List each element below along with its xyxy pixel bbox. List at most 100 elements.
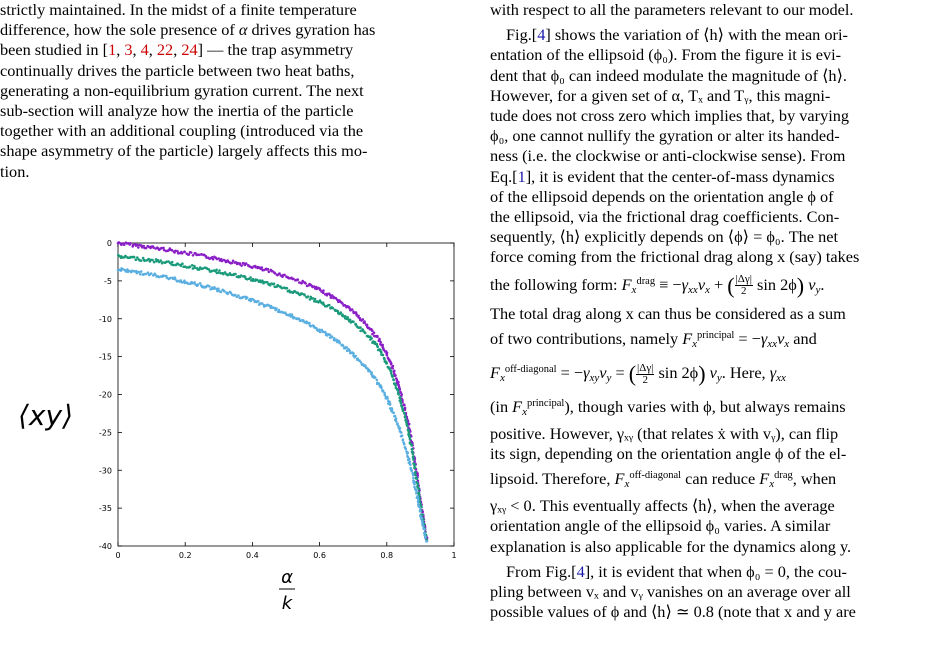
citation-link[interactable]: 4 bbox=[140, 40, 149, 60]
data-point bbox=[402, 442, 406, 446]
citation-link[interactable]: 1 bbox=[108, 40, 117, 60]
data-point bbox=[300, 281, 303, 285]
data-point bbox=[272, 282, 276, 286]
data-point bbox=[413, 480, 416, 484]
data-point bbox=[132, 255, 136, 259]
data-point bbox=[283, 273, 286, 277]
data-point bbox=[329, 293, 332, 297]
data-point bbox=[413, 462, 416, 466]
data-point bbox=[406, 451, 410, 455]
data-point bbox=[287, 276, 291, 280]
y-tick-label: 0 bbox=[107, 239, 112, 248]
data-point bbox=[215, 268, 218, 272]
data-point bbox=[396, 422, 399, 425]
data-point bbox=[197, 253, 201, 257]
left-line: shape asymmetry of the particle) largely… bbox=[0, 141, 368, 161]
data-point bbox=[422, 525, 425, 528]
x-tick-label: 1 bbox=[451, 551, 456, 560]
data-point bbox=[370, 371, 374, 374]
data-point bbox=[297, 317, 301, 321]
data-point bbox=[170, 260, 174, 264]
citation-link[interactable]: 22 bbox=[156, 40, 174, 60]
data-point bbox=[394, 384, 398, 387]
citation-link[interactable]: 3 bbox=[124, 40, 133, 60]
data-point bbox=[249, 299, 253, 303]
data-point bbox=[129, 242, 132, 245]
data-point bbox=[380, 350, 383, 354]
data-point bbox=[181, 262, 184, 265]
data-point bbox=[292, 277, 295, 281]
data-point bbox=[313, 297, 317, 301]
data-point bbox=[180, 252, 184, 255]
data-point bbox=[368, 370, 372, 373]
data-point bbox=[139, 270, 143, 273]
data-point bbox=[176, 250, 179, 253]
data-point bbox=[401, 407, 404, 410]
x-tick-label: 0.6 bbox=[313, 551, 326, 560]
data-point bbox=[367, 335, 370, 339]
figure-link[interactable]: 4 bbox=[537, 25, 546, 45]
left-line: together with an additional coupling (in… bbox=[0, 121, 364, 141]
data-point bbox=[383, 358, 386, 361]
data-point bbox=[119, 269, 123, 272]
data-point bbox=[416, 482, 420, 485]
data-point bbox=[350, 308, 354, 311]
data-point bbox=[398, 395, 402, 399]
data-point bbox=[189, 251, 193, 254]
data-point bbox=[342, 314, 345, 318]
data-point bbox=[168, 276, 172, 280]
data-point bbox=[162, 246, 165, 250]
data-point bbox=[224, 260, 228, 264]
y-tick-label: -5 bbox=[104, 277, 112, 286]
data-point bbox=[282, 311, 285, 315]
data-point bbox=[234, 293, 237, 297]
data-point bbox=[399, 431, 403, 434]
data-point bbox=[328, 333, 332, 337]
data-point bbox=[415, 489, 418, 492]
data-point bbox=[198, 282, 202, 285]
right-line: Fig.[4] shows the variation of ⟨h⟩ with … bbox=[506, 25, 848, 45]
data-point bbox=[403, 408, 407, 412]
data-point bbox=[208, 285, 211, 288]
data-point bbox=[183, 279, 186, 282]
data-point bbox=[346, 316, 350, 319]
data-point bbox=[162, 274, 166, 278]
data-point bbox=[266, 267, 270, 271]
data-point bbox=[191, 267, 195, 270]
data-point bbox=[361, 318, 365, 321]
data-point bbox=[290, 313, 294, 316]
data-point bbox=[416, 496, 420, 500]
data-point bbox=[411, 448, 414, 451]
data-point bbox=[391, 364, 395, 368]
data-point bbox=[421, 521, 424, 525]
data-point bbox=[127, 269, 131, 273]
left-line: tion. bbox=[0, 161, 30, 181]
data-point bbox=[242, 295, 245, 299]
equation-link[interactable]: 1 bbox=[517, 166, 526, 186]
citation-link[interactable]: 24 bbox=[181, 40, 198, 60]
data-point bbox=[403, 411, 406, 415]
data-point bbox=[278, 272, 281, 275]
data-point bbox=[381, 343, 385, 347]
right-line: positive. However, γₓᵧ (that relates ẋ w… bbox=[490, 423, 839, 443]
data-point bbox=[391, 375, 394, 378]
data-point bbox=[396, 389, 400, 393]
data-point bbox=[245, 296, 249, 299]
data-point bbox=[412, 458, 415, 461]
data-point bbox=[413, 466, 417, 470]
data-point bbox=[146, 271, 150, 274]
data-point bbox=[121, 267, 125, 271]
data-point bbox=[187, 282, 190, 286]
figure-link[interactable]: 4 bbox=[576, 561, 585, 581]
data-point bbox=[416, 474, 420, 477]
data-point bbox=[405, 419, 408, 422]
data-point bbox=[251, 279, 255, 283]
data-point bbox=[387, 365, 390, 369]
data-point bbox=[231, 259, 235, 263]
data-point bbox=[193, 281, 196, 284]
data-point bbox=[306, 295, 310, 298]
data-point bbox=[383, 391, 386, 395]
data-point bbox=[399, 398, 402, 402]
data-point bbox=[137, 246, 140, 249]
